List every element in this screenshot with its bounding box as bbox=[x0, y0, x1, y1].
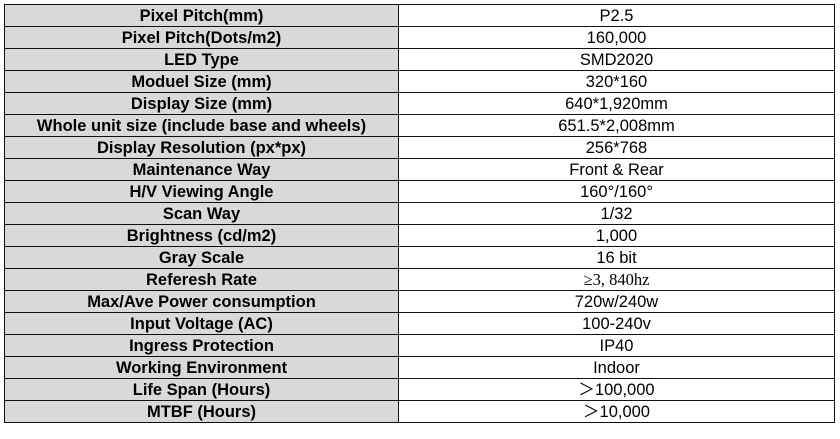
table-row: Scan Way 1/32 bbox=[4, 202, 835, 225]
spec-value: 640*1,920mm bbox=[398, 92, 835, 115]
table-row: H/V Viewing Angle 160°/160° bbox=[4, 180, 835, 203]
spec-value: Front & Rear bbox=[398, 158, 835, 181]
spec-value: 160°/160° bbox=[398, 180, 835, 203]
spec-value: 160,000 bbox=[398, 26, 835, 49]
spec-label: LED Type bbox=[4, 48, 399, 71]
spec-label: Display Size (mm) bbox=[4, 92, 399, 115]
spec-label: Brightness (cd/m2) bbox=[4, 224, 399, 247]
table-row: Pixel Pitch(Dots/m2) 160,000 bbox=[4, 26, 835, 49]
spec-value: 16 bit bbox=[398, 246, 835, 269]
table-row: Life Span (Hours) ＞100,000 bbox=[4, 378, 835, 401]
spec-value: 1,000 bbox=[398, 224, 835, 247]
spec-label: Input Voltage (AC) bbox=[4, 312, 399, 335]
spec-label: H/V Viewing Angle bbox=[4, 180, 399, 203]
spec-label: Life Span (Hours) bbox=[4, 378, 399, 401]
spec-value: IP40 bbox=[398, 334, 835, 357]
spec-value: P2.5 bbox=[398, 4, 835, 27]
spec-value: 320*160 bbox=[398, 70, 835, 93]
table-row: Max/Ave Power consumption 720w/240w bbox=[4, 290, 835, 313]
spec-value: 720w/240w bbox=[398, 290, 835, 313]
spec-label: Display Resolution (px*px) bbox=[4, 136, 399, 159]
table-row: Working Environment Indoor bbox=[4, 356, 835, 379]
spec-value: 100-240v bbox=[398, 312, 835, 335]
spec-value: 256*768 bbox=[398, 136, 835, 159]
table-row: LED Type SMD2020 bbox=[4, 48, 835, 71]
spec-label: Moduel Size (mm) bbox=[4, 70, 399, 93]
spec-value: 651.5*2,008mm bbox=[398, 114, 835, 137]
table-row: Referesh Rate ≥3, 840hz bbox=[4, 268, 835, 291]
table-row: Gray Scale 16 bit bbox=[4, 246, 835, 269]
spec-value: ＞100,000 bbox=[398, 378, 835, 401]
spec-value: ＞10,000 bbox=[398, 400, 835, 423]
spec-label: Working Environment bbox=[4, 356, 399, 379]
table-row: Display Size (mm) 640*1,920mm bbox=[4, 92, 835, 115]
table-row: Maintenance Way Front & Rear bbox=[4, 158, 835, 181]
spec-label: Pixel Pitch(Dots/m2) bbox=[4, 26, 399, 49]
spec-label: Referesh Rate bbox=[4, 268, 399, 291]
spec-label: Max/Ave Power consumption bbox=[4, 290, 399, 313]
spec-label: Scan Way bbox=[4, 202, 399, 225]
spec-table: Pixel Pitch(mm) P2.5 Pixel Pitch(Dots/m2) 1… bbox=[4, 4, 835, 423]
table-row: Pixel Pitch(mm) P2.5 bbox=[4, 4, 835, 27]
table-row: Ingress Protection IP40 bbox=[4, 334, 835, 357]
spec-label: Ingress Protection bbox=[4, 334, 399, 357]
table-row: Input Voltage (AC) 100-240v bbox=[4, 312, 835, 335]
table-row: Brightness (cd/m2) 1,000 bbox=[4, 224, 835, 247]
table-row: MTBF (Hours) ＞10,000 bbox=[4, 400, 835, 423]
table-row: Moduel Size (mm) 320*160 bbox=[4, 70, 835, 93]
spec-value: Indoor bbox=[398, 356, 835, 379]
spec-value: SMD2020 bbox=[398, 48, 835, 71]
table-row: Display Resolution (px*px) 256*768 bbox=[4, 136, 835, 159]
table-row: Whole unit size (include base and wheels… bbox=[4, 114, 835, 137]
spec-label: Whole unit size (include base and wheels… bbox=[4, 114, 399, 137]
spec-label: Gray Scale bbox=[4, 246, 399, 269]
spec-label: MTBF (Hours) bbox=[4, 400, 399, 423]
spec-value: ≥3, 840hz bbox=[398, 268, 835, 291]
spec-label: Maintenance Way bbox=[4, 158, 399, 181]
spec-label: Pixel Pitch(mm) bbox=[4, 4, 399, 27]
spec-value: 1/32 bbox=[398, 202, 835, 225]
